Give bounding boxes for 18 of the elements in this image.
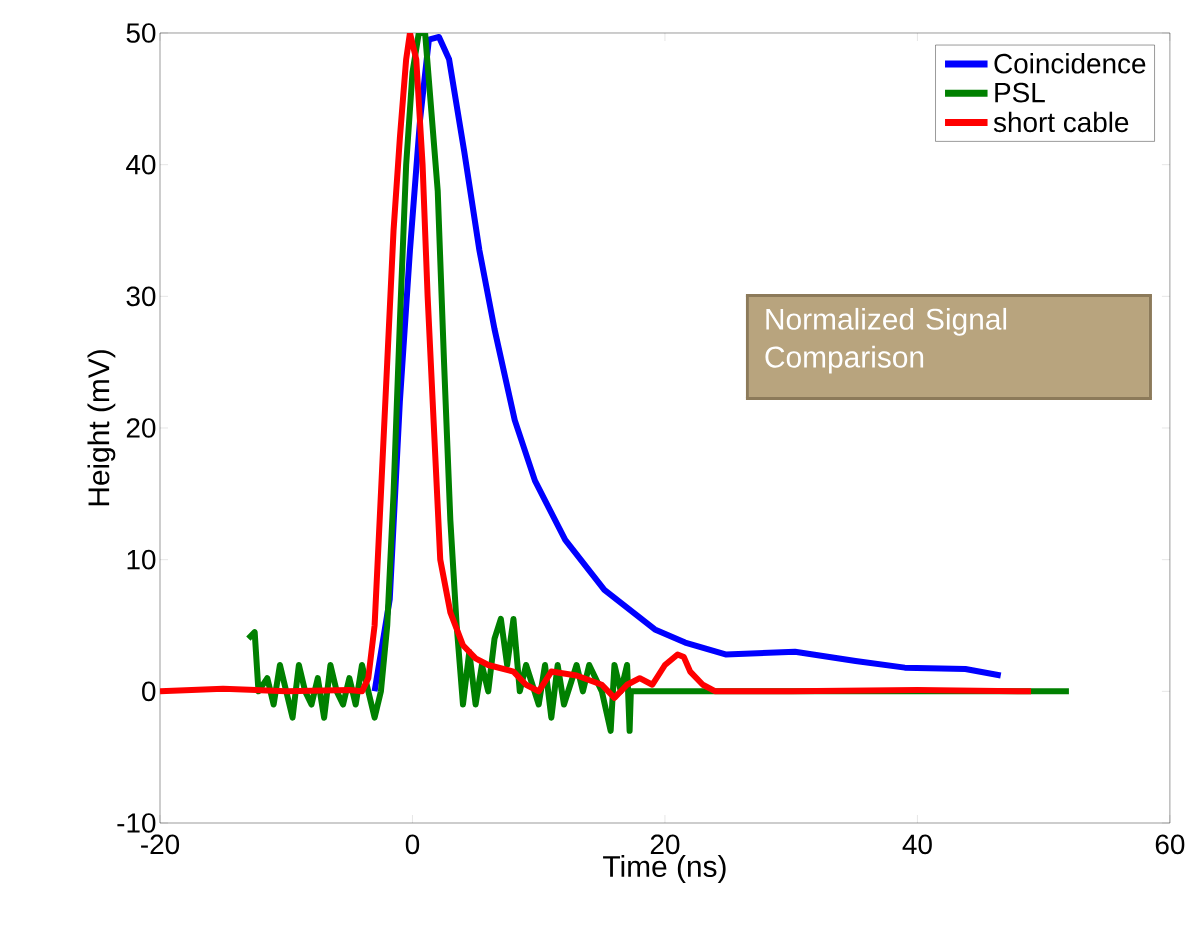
x-tick-label: 0 xyxy=(405,834,420,855)
y-axis-title: Height (mV) xyxy=(87,350,116,506)
y-tick-label: 20 xyxy=(126,418,156,438)
legend-label: PSL xyxy=(995,82,1045,103)
legend-label: short cable xyxy=(993,111,1129,133)
x-tick-label: 40 xyxy=(902,834,932,855)
y-tick-label: 0 xyxy=(142,681,156,702)
x-tick-label: 60 xyxy=(1155,834,1185,855)
y-tick-label: -10 xyxy=(117,813,156,833)
x-tick-label: -20 xyxy=(141,834,180,855)
legend-label: Coincidence xyxy=(994,53,1146,74)
y-tick-label: 40 xyxy=(126,154,156,175)
y-tick-label: 10 xyxy=(127,549,156,570)
y-tick-label: 30 xyxy=(126,286,156,307)
annotation: Normalized Signal Comparison xyxy=(765,307,1007,374)
x-axis-title: Time (ns) xyxy=(603,855,726,883)
x-tick-label: 20 xyxy=(650,834,680,855)
y-tick-label: 50 xyxy=(126,23,156,43)
